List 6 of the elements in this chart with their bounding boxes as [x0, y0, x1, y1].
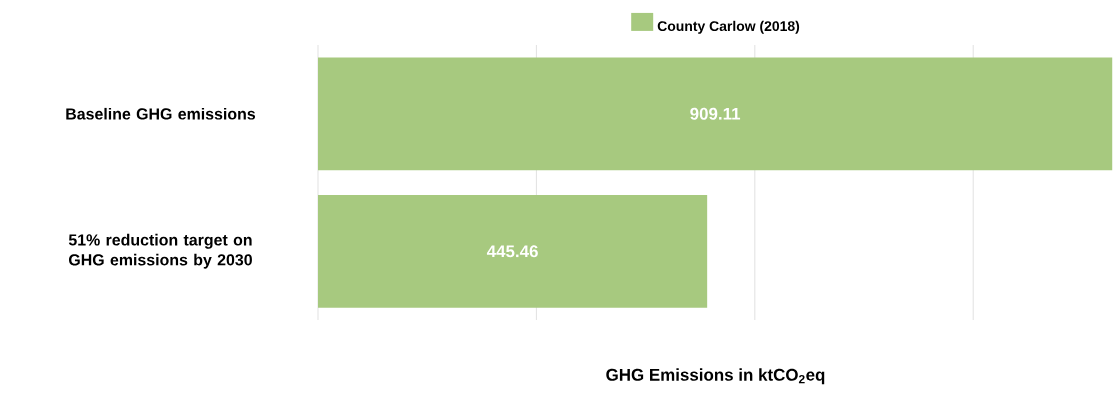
- data-label: 909.11: [690, 107, 741, 120]
- x-axis-title: GHG Emissions in ktCO$_{2}$eq: [606, 368, 825, 385]
- legend-label: County Carlow (2018): [657, 20, 800, 34]
- data-label: 445.46: [486, 245, 538, 258]
- y-tick-label: 51% reduction target on GHG emissions by 2030: [68, 233, 252, 269]
- y-tick-label: Baseline GHG emissions: [66, 107, 256, 120]
